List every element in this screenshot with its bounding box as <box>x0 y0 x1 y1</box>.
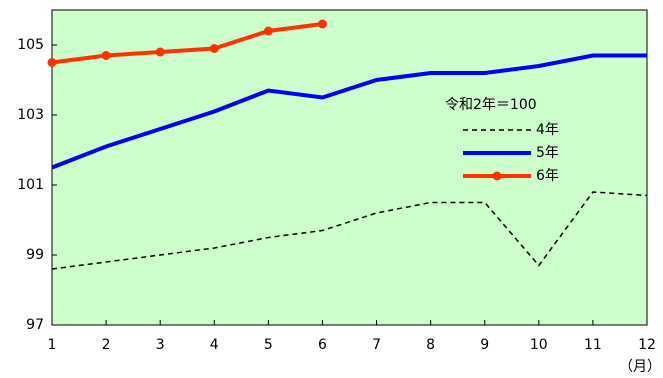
series-line <box>51 191 648 270</box>
x-tick-label: 9 <box>480 337 489 353</box>
y-tick-label: 101 <box>17 177 44 193</box>
y-tick-label: 99 <box>26 247 44 263</box>
legend-label: 5年 <box>536 145 559 161</box>
x-tick-label: 10 <box>530 337 548 353</box>
y-tick-label: 103 <box>17 107 44 123</box>
x-tick-label: 8 <box>426 337 435 353</box>
series-line <box>51 22 323 65</box>
series-marker <box>47 58 57 67</box>
x-tick-label: 1 <box>48 337 57 353</box>
legend-label: 4年 <box>536 122 559 138</box>
series-marker <box>209 44 219 53</box>
x-tick-label: 12 <box>638 337 656 353</box>
x-tick-label: 3 <box>156 337 165 353</box>
x-tick-label: 2 <box>102 337 111 353</box>
legend-label: 6年 <box>536 168 559 184</box>
y-tick-label: 105 <box>17 37 44 53</box>
series-marker <box>263 26 273 36</box>
x-axis-label: （月） <box>619 359 661 375</box>
x-tick-label: 4 <box>210 337 219 353</box>
series-marker <box>155 47 165 57</box>
x-tick-label: 11 <box>584 337 602 353</box>
legend-marker <box>492 171 502 181</box>
series-line <box>51 53 647 170</box>
x-tick-label: 7 <box>372 337 381 353</box>
legend-title: 令和2年＝100 <box>445 97 537 113</box>
y-tick-label: 97 <box>26 317 44 333</box>
x-tick-label: 6 <box>318 337 327 353</box>
x-tick-label: 5 <box>264 337 273 353</box>
series-marker <box>101 51 111 60</box>
series-marker <box>317 19 327 29</box>
